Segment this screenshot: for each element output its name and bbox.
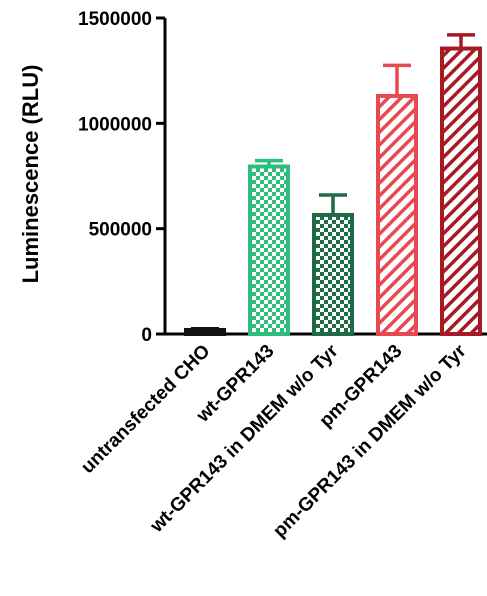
y-tick-label: 1500000 [78, 9, 152, 30]
bar [312, 212, 354, 336]
bar [184, 328, 226, 336]
y-axis-title: Luminescence (RLU) [18, 65, 43, 284]
y-tick-label: 500000 [89, 220, 152, 241]
y-tick-label: 0 [141, 325, 152, 346]
bar [440, 46, 482, 337]
bar [248, 164, 290, 336]
bar [376, 93, 418, 336]
y-tick-label: 1000000 [78, 114, 152, 135]
